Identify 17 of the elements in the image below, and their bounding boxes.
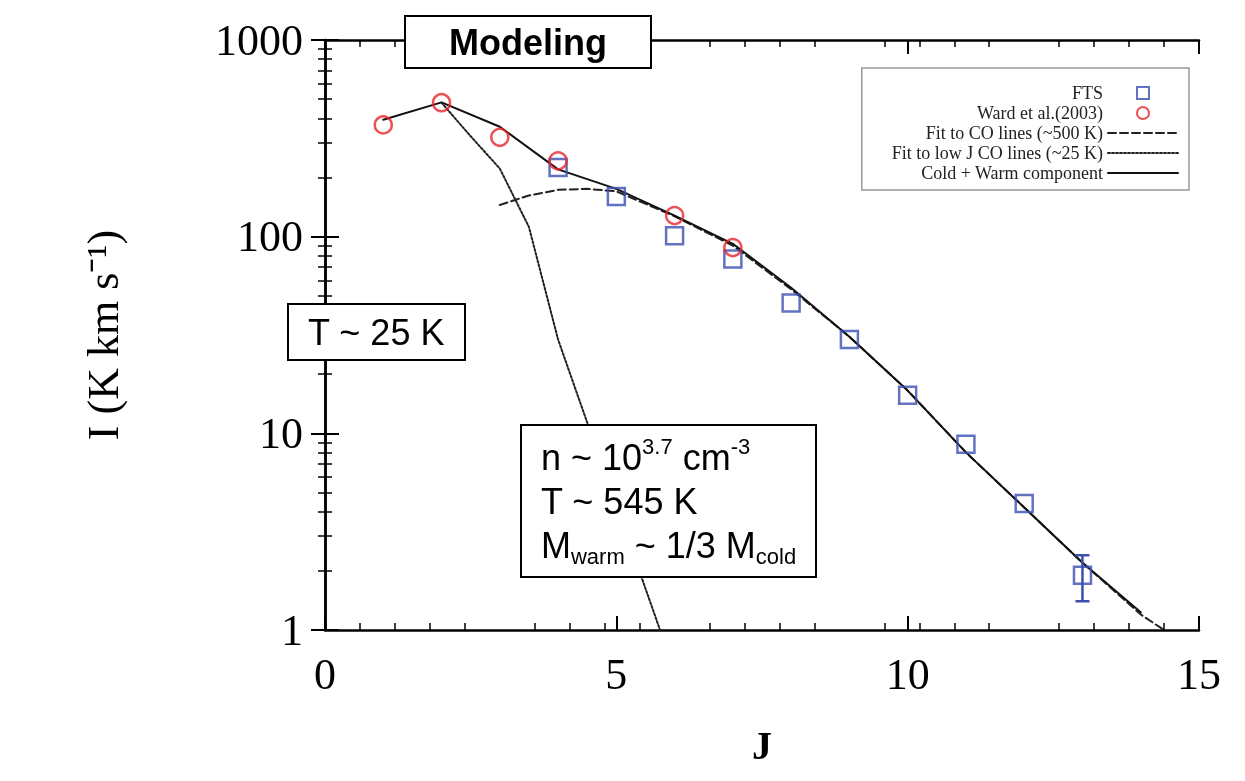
legend-label: Fit to low J CO lines (~25 K) [891,143,1103,164]
legend-label: FTS [1071,83,1103,103]
legend-label: Cold + Warm component [921,163,1103,183]
y-tick-label: 100 [237,212,303,262]
annotation: T ~ 25 K [308,311,445,353]
x-axis-title: J [752,722,772,768]
chart-title: Modeling [449,21,607,63]
y-tick-label: 10 [259,408,303,458]
y-axis-title: I (K km s⁻¹) [78,229,128,441]
x-tick-label: 10 [885,649,930,699]
x-tick-label: 0 [314,649,336,699]
legend-label: Ward et al.(2003) [977,103,1104,124]
legend-label: Fit to CO lines (~500 K) [925,123,1103,144]
y-tick-label: 1 [281,605,303,655]
x-tick-label: 15 [1177,649,1221,699]
y-tick-label: 1000 [215,15,303,65]
x-tick-label: 5 [605,649,628,699]
